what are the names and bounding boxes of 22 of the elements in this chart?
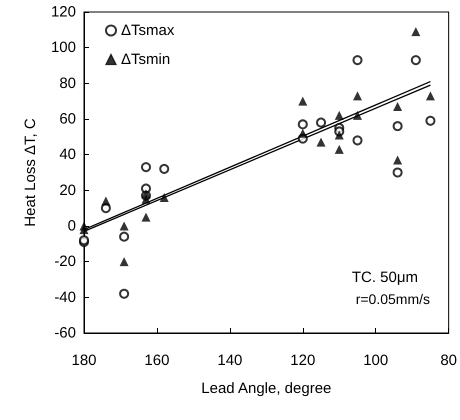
legend-label: ΔTsmin xyxy=(121,51,170,68)
y-tick-label: 60 xyxy=(59,110,76,128)
x-tick-label: 160 xyxy=(144,352,170,369)
x-tick-label: 80 xyxy=(440,352,457,369)
annotation: r=0.05mm/s xyxy=(356,291,430,307)
x-tick-label: 100 xyxy=(363,352,388,369)
legend-label: ΔTsmax xyxy=(121,22,175,39)
y-tick-label: -40 xyxy=(54,288,76,306)
y-tick-label: 120 xyxy=(50,4,76,20)
x-tick-label: 120 xyxy=(290,352,316,369)
y-tick-label: -20 xyxy=(54,253,76,270)
y-tick-label: 100 xyxy=(50,39,76,56)
y-tick-label: 0 xyxy=(68,218,76,234)
annotation: TC. 50μm xyxy=(352,269,418,286)
y-tick-label: 20 xyxy=(59,182,76,199)
x-tick-label: 180 xyxy=(71,352,97,369)
y-tick-label: -60 xyxy=(54,324,76,342)
x-tick-label: 140 xyxy=(217,352,242,369)
y-tick-label: 40 xyxy=(59,146,76,164)
y-axis-title: Heat Loss ΔT, C xyxy=(22,118,39,227)
y-tick-label: 80 xyxy=(59,74,76,92)
x-axis-title: Lead Angle, degree xyxy=(201,380,332,397)
